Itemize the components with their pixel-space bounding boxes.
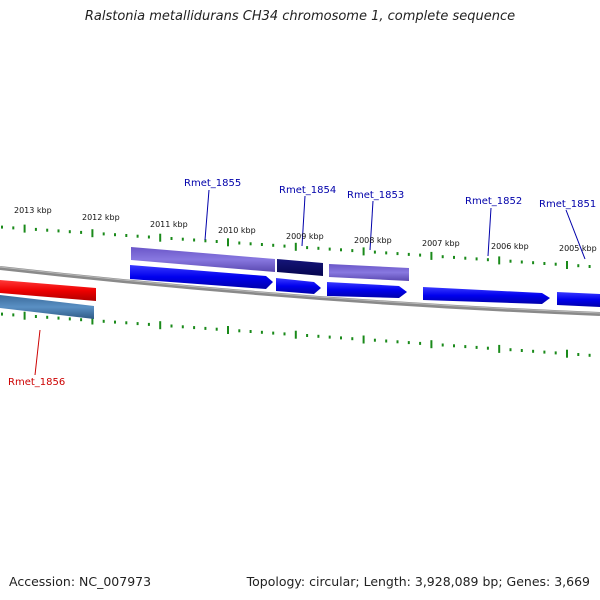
leader-line-rmet-1855 bbox=[204, 189, 210, 241]
gene-arrow-rmet-1852[interactable] bbox=[423, 287, 550, 304]
gene-arrow-rmet-1854[interactable] bbox=[276, 278, 321, 294]
leader-line-rmet-1851 bbox=[565, 209, 586, 260]
leader-line-rmet-1854 bbox=[301, 195, 306, 247]
gene-label-rmet-1853[interactable]: Rmet_1853 bbox=[347, 190, 404, 201]
gene-label-rmet-1855[interactable]: Rmet_1855 bbox=[184, 178, 241, 189]
leader-line-rmet-1853 bbox=[369, 200, 374, 251]
scale-label-2005: 2005 kbp bbox=[559, 244, 597, 253]
scale-label-2008: 2008 kbp bbox=[354, 236, 392, 245]
scale-label-2012: 2012 kbp bbox=[82, 213, 120, 222]
cog-bar-rmet-1856[interactable] bbox=[0, 295, 94, 319]
page-title: Ralstonia metallidurans CH34 chromosome … bbox=[84, 9, 516, 24]
gene-label-rmet-1851[interactable]: Rmet_1851 bbox=[539, 199, 596, 210]
scale-label-2010: 2010 kbp bbox=[218, 226, 256, 235]
gene-label-rmet-1852[interactable]: Rmet_1852 bbox=[465, 196, 522, 207]
backbone-circle-highlight bbox=[0, 266, 600, 314]
cog-bar-rmet-1855[interactable] bbox=[131, 247, 275, 272]
scale-label-2006: 2006 kbp bbox=[491, 242, 529, 251]
gene-arrow-rmet-1851[interactable] bbox=[557, 292, 600, 307]
scale-label-2007: 2007 kbp bbox=[422, 239, 460, 248]
cog-bar-rmet-1854[interactable] bbox=[277, 259, 323, 276]
outer-tick-ring bbox=[1, 224, 591, 269]
gene-arrow-rmet-1853[interactable] bbox=[327, 282, 407, 298]
accession-text: Accession: NC_007973 bbox=[9, 574, 152, 589]
scale-label-2009: 2009 kbp bbox=[286, 232, 324, 241]
gene-arrow-rmet-1856[interactable] bbox=[0, 280, 96, 301]
cog-bar-rmet-1853[interactable] bbox=[329, 264, 409, 281]
inner-tick-ring bbox=[1, 311, 591, 358]
gene-arrow-rmet-1855[interactable] bbox=[130, 265, 273, 289]
scale-label-2013: 2013 kbp bbox=[14, 206, 52, 215]
gene-label-rmet-1856[interactable]: Rmet_1856 bbox=[8, 377, 65, 388]
gene-label-rmet-1854[interactable]: Rmet_1854 bbox=[279, 185, 336, 196]
scale-label-2011: 2011 kbp bbox=[150, 220, 188, 229]
genome-summary-text: Topology: circular; Length: 3,928,089 bp… bbox=[246, 574, 590, 589]
leader-line-rmet-1852 bbox=[487, 207, 492, 257]
backbone-circle bbox=[0, 266, 600, 316]
leader-line-rmet-1856 bbox=[34, 329, 41, 376]
